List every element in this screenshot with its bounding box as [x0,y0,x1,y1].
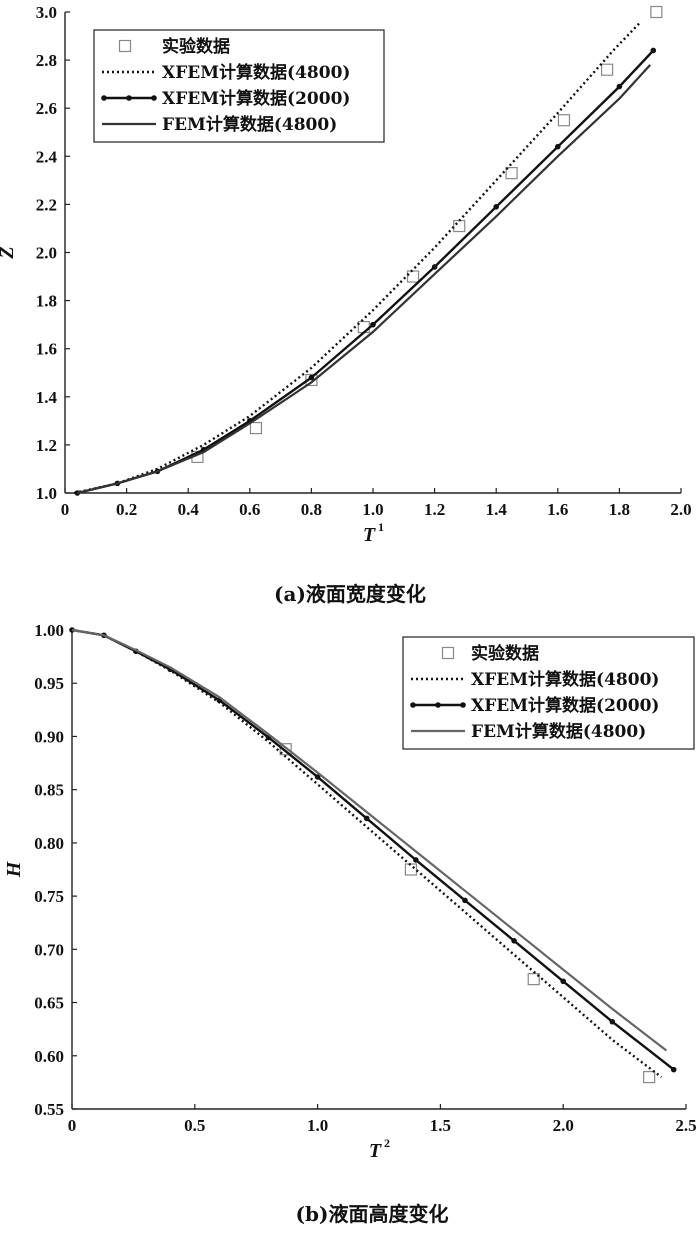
legend-dot-xfem-2000 [410,702,416,708]
y-tick-label: 2.2 [36,195,57,214]
x-tick-label: 0 [61,500,70,519]
y-tick-label: 0.75 [34,887,64,906]
xfem-2000-point [609,1018,616,1025]
y-tick-label: 1.8 [36,292,57,311]
x-axis-label: T [369,1140,382,1162]
x-tick-label: 0.5 [184,1116,205,1135]
legend: 实验数据 XFEM计算数据(4800) XFEM计算数据(2000) FEM计算数据(… [402,636,695,750]
y-tick-label: 2.8 [36,51,57,70]
experimental-data-marker [406,270,420,283]
x-tick-label: 1.5 [430,1116,451,1135]
x-tick-label: 0.6 [239,500,260,519]
xfem-2000-point [308,374,315,381]
x-tick-label: 1.0 [362,500,383,519]
xfem-2000-point [462,897,468,904]
xfem-2000-point [370,321,376,328]
experimental-data-marker [357,320,370,334]
experimental-data-marker [643,1070,656,1084]
x-tick-label: 1.4 [486,500,508,519]
y-tick-label: 1.4 [36,388,58,407]
legend-label: 实验数据 [162,36,230,57]
xfem-2000-point [493,204,500,210]
experimental-data-marker [249,421,263,435]
x-tick-label: 0 [68,1116,77,1135]
x-tick-label: 1.8 [609,500,630,519]
y-tick-label: 0.95 [34,674,64,693]
x-tick-label: 2.0 [553,1116,574,1135]
y-tick-label: 2.6 [36,99,57,118]
xfem-2000-point [616,83,623,90]
experimental-data-marker [527,973,540,986]
experimental-data-marker [505,167,518,180]
xfem-2000-point [650,47,657,54]
legend: 实验数据 XFEM计算数据(4800) XFEM计算数据(2000) FEM计算数据(… [93,29,385,143]
fem-4800-line [77,64,652,495]
xfem-2000-point [413,857,419,863]
xfem-2000-point [560,978,566,985]
xfem-4800-line [71,628,663,1079]
x-tick-label: 1.0 [307,1116,328,1135]
experimental-data-marker [600,63,614,76]
y-tick-label: 2.4 [36,147,58,166]
legend-label: 实验数据 [471,643,539,664]
y-tick-label: 1.0 [36,484,57,503]
y-tick-label: 0.80 [34,834,64,853]
x-tick-label: 2.5 [675,1116,696,1135]
legend-dot-xfem-2000 [460,702,466,708]
x-tick-label: 2.0 [670,500,691,519]
legend-dot-xfem-2000 [101,95,107,101]
experimental-data-marker [453,219,466,233]
x-tick-label: 1.6 [547,500,568,519]
legend-label: FEM计算数据(4800) [471,721,646,742]
x-axis-label-superscript: 1 [378,520,384,534]
xfem-2000-point [314,774,321,780]
experimental-data-marker [404,863,418,876]
legend-label: XFEM计算数据(2000) [471,695,659,716]
legend-dot-xfem-2000 [151,95,157,101]
y-axis-label: Z [0,246,18,259]
y-tick-label: 0.90 [34,727,64,746]
experimental-data-marker [279,743,292,756]
y-tick-label: 1.2 [36,436,57,455]
legend-label: XFEM计算数据(4800) [471,669,659,690]
x-axis-label-superscript: 2 [384,1136,390,1150]
legend-dot-xfem-2000 [435,702,441,708]
xfem-4800-line [73,20,642,495]
y-tick-label: 2.0 [36,244,57,263]
legend-dot-xfem-2000 [126,95,132,101]
y-axis-label: H [3,860,25,878]
x-tick-label: 1.2 [424,500,445,519]
x-axis-label: T [363,524,376,546]
y-tick-label: 0.70 [34,940,64,959]
caption-width-change: (a)液面宽度变化 [274,582,426,606]
xfem-2000-point [670,1066,677,1073]
legend-label: FEM计算数据(4800) [162,114,337,135]
xfem-2000-point [363,815,370,822]
experimental-data-marker [557,114,571,127]
legend-marker-experimental [441,646,455,660]
y-tick-label: 0.60 [34,1047,64,1066]
y-tick-label: 1.6 [36,340,57,359]
experimental-data-marker [650,5,663,19]
xfem-2000-point [555,143,561,150]
legend-marker-experimental [118,39,132,53]
y-tick-label: 1.00 [34,621,64,640]
chart-width-change: 0 0.2 0.4 0.6 0.8 1.0 1.2 1.4 1.6 1.8 2.0 1.0 1.2 1.4… [0,3,692,546]
x-tick-label: 0.4 [178,500,200,519]
xfem-2000-point [431,264,438,270]
xfem-2000-line [71,628,675,1071]
legend-label: XFEM计算数据(4800) [162,62,350,83]
x-tick-label: 0.8 [301,500,322,519]
caption-height-change: (b)液面高度变化 [296,1202,449,1226]
xfem-2000-point [511,938,517,944]
y-tick-label: 3.0 [36,3,57,22]
legend-label: XFEM计算数据(2000) [162,88,350,109]
y-tick-label: 0.65 [34,994,64,1013]
fem-4800-line [71,628,668,1052]
chart-height-change: 0 0.5 1.0 1.5 2.0 2.5 0.55 0.60 0.65 0.70 0.75 0.80… [3,621,697,1162]
y-tick-label: 0.85 [34,781,64,800]
y-tick-label: 0.55 [34,1100,64,1119]
x-tick-label: 0.2 [116,500,137,519]
